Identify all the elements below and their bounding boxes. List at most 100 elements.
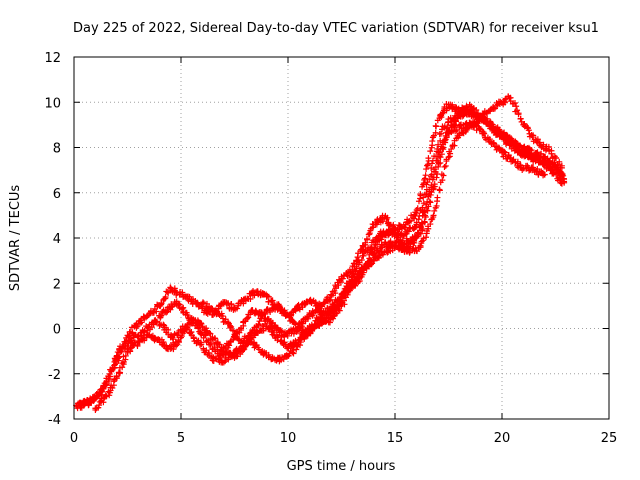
data-point xyxy=(548,150,555,157)
data-point xyxy=(391,226,398,233)
data-point xyxy=(513,103,520,110)
data-point xyxy=(292,321,299,328)
data-point xyxy=(122,339,129,346)
data-point xyxy=(326,308,333,315)
data-point xyxy=(430,212,437,219)
data-point xyxy=(281,308,288,315)
data-point xyxy=(435,141,442,148)
data-point xyxy=(360,269,367,276)
data-point xyxy=(330,303,337,310)
data-point xyxy=(134,341,141,348)
data-point xyxy=(423,234,430,241)
data-point xyxy=(349,273,356,280)
data-point xyxy=(228,323,235,330)
data-point xyxy=(165,289,172,296)
data-point xyxy=(184,311,191,318)
data-point xyxy=(445,154,452,161)
data-point xyxy=(366,231,373,238)
y-tick-label: 6 xyxy=(53,187,61,202)
data-point xyxy=(158,300,165,307)
data-point xyxy=(423,186,430,193)
data-point xyxy=(328,292,335,299)
data-point xyxy=(384,214,391,221)
data-point xyxy=(433,153,440,160)
data-point xyxy=(157,313,164,320)
x-tick-label: 25 xyxy=(601,431,618,446)
data-point xyxy=(426,176,433,183)
data-point xyxy=(530,164,537,171)
data-point xyxy=(437,137,444,144)
data-point xyxy=(460,109,467,116)
data-point xyxy=(332,290,339,297)
data-point xyxy=(175,300,182,307)
data-point xyxy=(442,136,449,143)
data-point xyxy=(488,120,495,127)
data-point xyxy=(418,238,425,245)
data-point xyxy=(326,319,333,326)
data-point xyxy=(175,329,182,336)
x-tick-labels: 0 5 10 15 20 25 xyxy=(70,431,617,446)
data-point xyxy=(431,207,438,214)
data-point xyxy=(427,221,434,228)
data-point xyxy=(275,333,282,340)
data-point xyxy=(386,231,393,238)
data-point xyxy=(532,156,539,163)
data-point xyxy=(428,160,435,167)
data-point xyxy=(340,297,347,304)
data-point xyxy=(247,295,254,302)
data-point xyxy=(207,330,214,337)
data-point xyxy=(511,100,518,106)
data-point xyxy=(541,171,548,178)
data-point xyxy=(502,99,509,106)
y-tick-label: 0 xyxy=(53,323,61,338)
data-point xyxy=(368,258,375,265)
data-point xyxy=(187,329,194,336)
data-point xyxy=(106,392,113,399)
data-point xyxy=(428,171,435,178)
data-point xyxy=(429,138,436,145)
data-point xyxy=(339,275,346,282)
data-point xyxy=(280,356,287,363)
data-point xyxy=(258,315,265,322)
data-point xyxy=(153,308,160,315)
data-point xyxy=(438,114,445,121)
data-point xyxy=(436,149,443,156)
y-tick-labels: -4 -2 0 2 4 6 8 10 12 xyxy=(44,51,61,428)
data-point xyxy=(141,337,148,344)
data-point xyxy=(413,219,420,226)
grid-lines xyxy=(74,57,609,419)
x-tick-label: 0 xyxy=(70,431,78,446)
data-point xyxy=(190,335,197,342)
chart-title: Day 225 of 2022, Sidereal Day-to-day VTE… xyxy=(73,21,599,36)
data-point xyxy=(103,393,110,400)
data-point xyxy=(212,335,219,342)
data-point xyxy=(390,221,397,228)
data-point xyxy=(322,317,329,324)
data-point xyxy=(434,159,441,166)
data-point xyxy=(408,217,415,224)
data-point xyxy=(171,285,178,292)
data-point xyxy=(112,361,119,368)
data-point xyxy=(501,148,508,155)
data-point xyxy=(439,177,446,184)
data-point xyxy=(234,305,241,312)
data-point xyxy=(347,278,354,285)
data-point xyxy=(358,257,365,264)
x-tick-label: 5 xyxy=(177,431,185,446)
data-point xyxy=(170,336,177,343)
data-point xyxy=(515,144,522,151)
data-point xyxy=(100,382,107,389)
data-point xyxy=(487,121,494,128)
data-point xyxy=(501,129,508,136)
data-point xyxy=(422,214,429,221)
data-point xyxy=(427,148,434,155)
y-tick-label: 4 xyxy=(53,232,61,247)
data-point xyxy=(278,357,285,364)
data-point xyxy=(297,342,304,349)
data-point xyxy=(251,292,258,299)
data-point xyxy=(341,285,348,292)
data-point xyxy=(534,136,541,143)
data-point xyxy=(379,218,386,225)
data-point xyxy=(348,274,355,281)
data-point xyxy=(443,125,450,132)
